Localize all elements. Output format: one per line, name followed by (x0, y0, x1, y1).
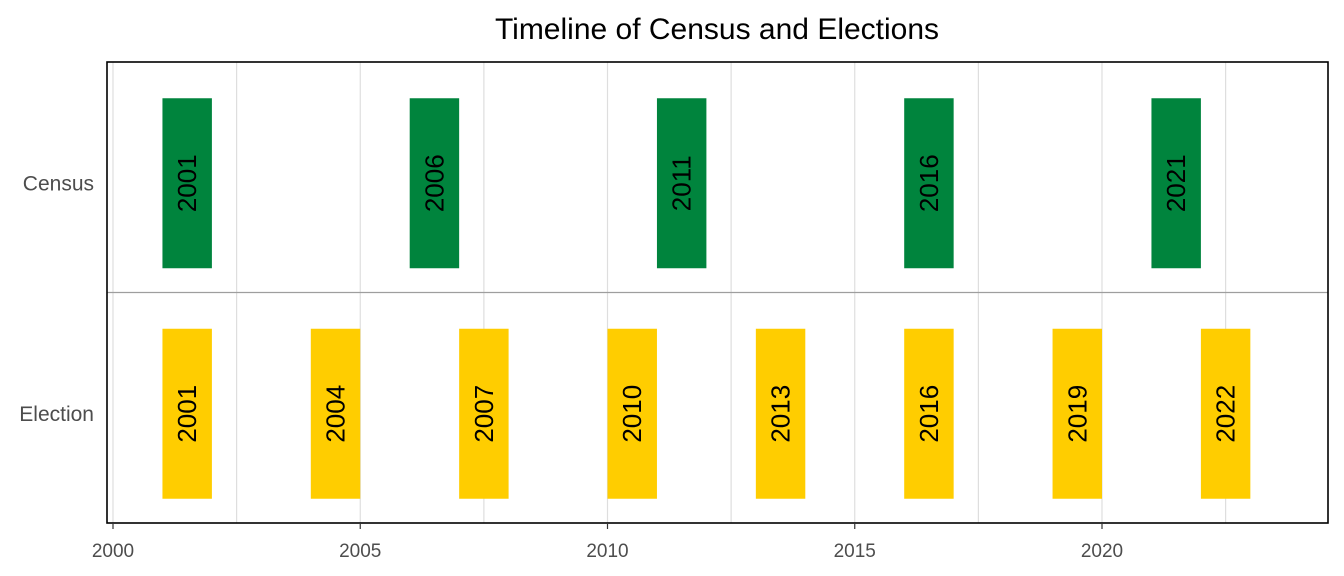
election-bar-2022 (1200, 328, 1251, 499)
census-bar-2021 (1151, 98, 1201, 269)
election-bar-label-2013: 2013 (766, 385, 796, 443)
election-bar-2001 (162, 328, 212, 499)
election-bar-label-2004: 2004 (321, 385, 351, 443)
x-tick-label: 2005 (339, 541, 381, 562)
election-bar-label-2022: 2022 (1211, 385, 1241, 443)
x-tick-label: 2010 (586, 541, 628, 562)
election-bar-label-2010: 2010 (617, 385, 647, 443)
election-bar-2016 (904, 328, 954, 499)
census-bar-label-2001: 2001 (172, 154, 202, 212)
bars: 2001 2006 2011 2016 2021 2001 2004 2007 2010 2013… (162, 98, 1251, 499)
census-bar-2006 (409, 98, 460, 269)
election-bar-label-2001: 2001 (172, 385, 202, 443)
election-bar-label-2007: 2007 (469, 385, 499, 443)
election-bar-2013 (755, 328, 806, 499)
chart-title: Timeline of Census and Elections (495, 13, 939, 46)
election-bar-2007 (459, 328, 509, 499)
election-bar-2004 (310, 328, 361, 499)
plot-frame (106, 61, 1329, 524)
election-bar-label-2016: 2016 (914, 385, 944, 443)
grid-lines (107, 62, 1328, 523)
election-bar-2019 (1052, 328, 1102, 499)
plot-border (106, 61, 1329, 524)
census-bar-2001 (162, 98, 212, 269)
census-bar-label-2016: 2016 (914, 154, 944, 212)
census-bar-2011 (656, 98, 707, 269)
census-bar-label-2021: 2021 (1161, 154, 1191, 212)
census-bar-2016 (904, 98, 954, 269)
election-bar-label-2019: 2019 (1062, 385, 1092, 443)
y-category-label: Election (19, 403, 94, 426)
axes: 2000 2005 2010 2015 2020 Census Election (19, 172, 1123, 562)
census-bar-label-2006: 2006 (419, 154, 449, 212)
x-tick-label: 2015 (834, 541, 876, 562)
y-category-label: Census (23, 172, 94, 195)
x-tick-label: 2020 (1081, 541, 1123, 562)
election-bar-2010 (607, 328, 657, 499)
census-bar-label-2011: 2011 (667, 155, 697, 211)
x-tick-label: 2000 (92, 541, 134, 562)
